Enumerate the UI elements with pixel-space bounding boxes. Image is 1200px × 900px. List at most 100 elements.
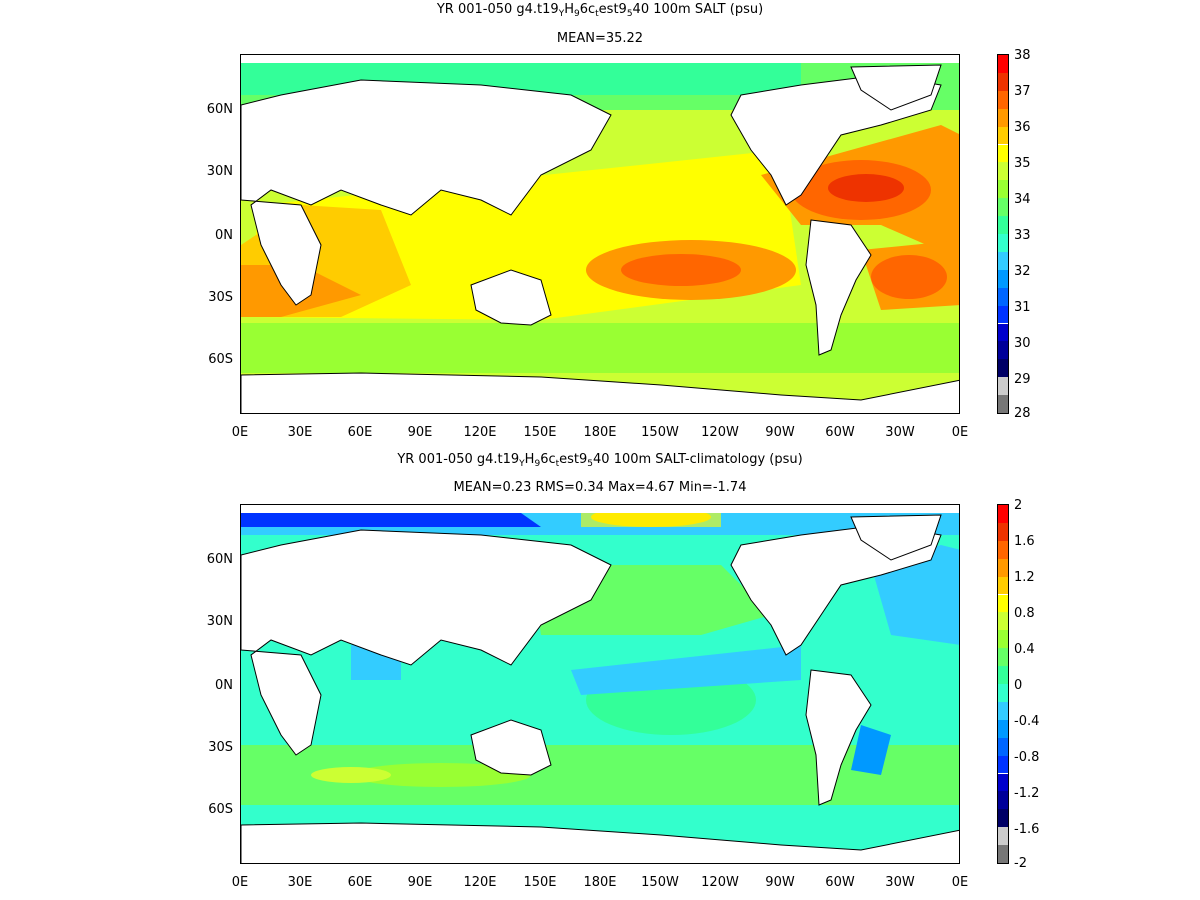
colorbar-segment xyxy=(998,684,1008,702)
lon-label: 120W xyxy=(701,425,739,440)
colorbar-label: 28 xyxy=(1014,406,1031,421)
colorbar-segment xyxy=(998,701,1008,720)
lat-label-60n: 60N xyxy=(206,552,233,567)
lat-label-0n: 0N xyxy=(215,678,233,693)
panel2-title: YR 001-050 g4.t19YH96ctest9540 100m SALT… xyxy=(397,452,803,469)
lon-label: 60W xyxy=(825,875,855,890)
lon-label: 120E xyxy=(463,875,497,890)
lon-label: 30E xyxy=(287,425,313,440)
colorbar-segment xyxy=(998,341,1008,360)
colorbar-label: -1.6 xyxy=(1014,822,1040,837)
lat-label-30n: 30N xyxy=(206,164,233,179)
colorbar-label: 2 xyxy=(1014,498,1023,513)
colorbar-segment xyxy=(998,269,1008,288)
salinity-anomaly-map xyxy=(240,504,960,864)
lon-label: 0E xyxy=(951,425,969,440)
colorbar-label: -0.8 xyxy=(1014,750,1040,765)
colorbar-segment xyxy=(998,522,1008,541)
panel1-stats: MEAN=35.22 xyxy=(556,31,644,46)
colorbar-label: 38 xyxy=(1014,48,1031,63)
colorbar-label: 33 xyxy=(1014,228,1031,243)
colorbar-segment xyxy=(998,773,1008,792)
colorbar-segment xyxy=(998,126,1008,145)
lat-label-30s: 30S xyxy=(208,290,233,305)
lon-label: 0E xyxy=(231,875,249,890)
colorbar-label: 31 xyxy=(1014,300,1031,315)
colorbar-label: 37 xyxy=(1014,84,1031,99)
colorbar-segment xyxy=(998,162,1008,181)
salinity-map xyxy=(240,54,960,414)
colorbar-segment xyxy=(998,809,1008,828)
colorbar-label: -1.2 xyxy=(1014,786,1040,801)
colorbar-label: 29 xyxy=(1014,372,1031,387)
colorbar-segment xyxy=(998,594,1008,613)
lon-label: 0E xyxy=(231,425,249,440)
lon-label: 120E xyxy=(463,425,497,440)
lon-label: 60E xyxy=(347,425,373,440)
colorbar-segment xyxy=(998,648,1008,667)
colorbar-segment xyxy=(998,612,1008,631)
colorbar-segment xyxy=(998,791,1008,810)
lon-label: 150E xyxy=(523,875,557,890)
panel1-title: YR 001-050 g4.t19YH96ctest9540 100m SALT… xyxy=(436,2,764,19)
colorbar-segment xyxy=(998,845,1008,863)
colorbar-label: -2 xyxy=(1014,856,1027,871)
colorbar-segment xyxy=(998,216,1008,234)
colorbar-segment xyxy=(998,55,1008,73)
colorbar-segment xyxy=(998,505,1008,523)
salinity-colorbar xyxy=(997,54,1009,414)
lon-label: 90W xyxy=(765,425,795,440)
colorbar-segment xyxy=(998,827,1008,846)
lon-label: 30W xyxy=(885,875,915,890)
colorbar-segment xyxy=(998,540,1008,559)
lon-label: 120W xyxy=(701,875,739,890)
lat-label-60s: 60S xyxy=(208,802,233,817)
lat-label-30n: 30N xyxy=(206,614,233,629)
colorbar-segment xyxy=(998,359,1008,378)
lon-label: 150E xyxy=(523,425,557,440)
lon-label: 180E xyxy=(583,425,617,440)
colorbar-segment xyxy=(998,90,1008,109)
lon-label: 150W xyxy=(641,875,679,890)
anomaly-colorbar xyxy=(997,504,1009,864)
colorbar-segment xyxy=(998,287,1008,306)
colorbar-label: 36 xyxy=(1014,120,1031,135)
colorbar-label: 0 xyxy=(1014,678,1023,693)
colorbar-segment xyxy=(998,719,1008,738)
lat-label-60n: 60N xyxy=(206,102,233,117)
colorbar-segment xyxy=(998,737,1008,756)
lon-label: 30E xyxy=(287,875,313,890)
colorbar-segment xyxy=(998,323,1008,342)
colorbar-segment xyxy=(998,395,1008,413)
colorbar-segment xyxy=(998,666,1008,684)
lon-label: 0E xyxy=(951,875,969,890)
colorbar-segment xyxy=(998,558,1008,577)
lon-label: 30W xyxy=(885,425,915,440)
lon-label: 90E xyxy=(407,425,433,440)
colorbar-segment xyxy=(998,144,1008,163)
colorbar-label: 35 xyxy=(1014,156,1031,171)
lon-label: 60E xyxy=(347,875,373,890)
panel2-stats: MEAN=0.23 RMS=0.34 Max=4.67 Min=-1.74 xyxy=(453,480,747,495)
lat-label-60s: 60S xyxy=(208,352,233,367)
colorbar-segment xyxy=(998,630,1008,649)
lat-label-30s: 30S xyxy=(208,740,233,755)
colorbar-segment xyxy=(998,180,1008,199)
colorbar-label: -0.4 xyxy=(1014,714,1040,729)
colorbar-segment xyxy=(998,72,1008,91)
lon-label: 60W xyxy=(825,425,855,440)
lon-label: 90E xyxy=(407,875,433,890)
colorbar-segment xyxy=(998,377,1008,396)
colorbar-label: 1.2 xyxy=(1014,570,1035,585)
colorbar-segment xyxy=(998,755,1008,774)
lon-label: 180E xyxy=(583,875,617,890)
colorbar-label: 34 xyxy=(1014,192,1031,207)
colorbar-label: 1.6 xyxy=(1014,534,1035,549)
colorbar-segment xyxy=(998,576,1008,595)
colorbar-segment xyxy=(998,108,1008,127)
colorbar-segment xyxy=(998,234,1008,252)
lon-label: 150W xyxy=(641,425,679,440)
colorbar-segment xyxy=(998,251,1008,270)
colorbar-segment xyxy=(998,198,1008,217)
lon-label: 90W xyxy=(765,875,795,890)
